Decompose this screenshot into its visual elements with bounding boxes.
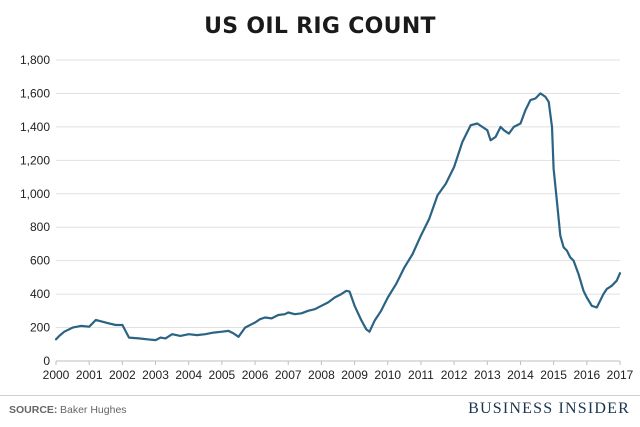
- x-tick-label: 2002: [109, 368, 136, 382]
- y-tick-label: 200: [30, 321, 50, 335]
- source-text: Baker Hughes: [60, 404, 127, 416]
- x-tick-label: 2005: [209, 368, 236, 382]
- y-tick-label: 1,200: [20, 153, 50, 167]
- x-tick-label: 2004: [175, 368, 202, 382]
- x-tick-labels: 2000 2001 2002 2003 2004 2005 2006 2007 2008 2009…: [43, 368, 634, 382]
- y-tick-label: 1,600: [20, 86, 50, 100]
- x-tick-label: 2010: [374, 368, 401, 382]
- x-tick-label: 2009: [341, 368, 368, 382]
- y-tick-label: 800: [30, 220, 50, 234]
- x-tick-label: 2012: [441, 368, 468, 382]
- footer-divider: [0, 395, 640, 396]
- grid-lines: [56, 59, 620, 329]
- x-tick-label: 2007: [275, 368, 302, 382]
- x-tick-label: 2016: [573, 368, 600, 382]
- x-tick-label: 2008: [308, 368, 335, 382]
- y-tick-label: 1,400: [20, 120, 50, 134]
- y-tick-label: 1,800: [20, 53, 50, 67]
- y-tick-labels: 0 200 400 600 800 1,000 1,200 1,400 1,600 1,800: [20, 53, 50, 368]
- series-line-0: [54, 92, 622, 342]
- x-tick-label: 2013: [474, 368, 501, 382]
- x-tick-label: 2003: [142, 368, 169, 382]
- x-tick-label: 2015: [540, 368, 567, 382]
- x-tick-label: 2017: [607, 368, 634, 382]
- chart-svg: 0 200 400 600 800 1,000 1,200 1,400 1,600 1,800 2…: [20, 53, 634, 382]
- y-tick-label: 1,000: [20, 187, 50, 201]
- axes: [55, 360, 621, 365]
- x-tick-label: 2001: [76, 368, 103, 382]
- chart-title: US OIL RIG COUNT: [204, 14, 436, 39]
- x-tick-label: 2011: [408, 368, 434, 382]
- y-tick-label: 600: [30, 254, 50, 268]
- x-tick-label: 2006: [242, 368, 269, 382]
- y-tick-label: 400: [30, 287, 50, 301]
- series-lines: [54, 92, 622, 342]
- x-tick-label: 2000: [43, 368, 70, 382]
- y-tick-label: 0: [43, 354, 50, 368]
- brand-logo: BUSINESS INSIDER: [468, 400, 630, 417]
- source-prefix: SOURCE:: [9, 404, 58, 416]
- x-tick-label: 2014: [507, 368, 534, 382]
